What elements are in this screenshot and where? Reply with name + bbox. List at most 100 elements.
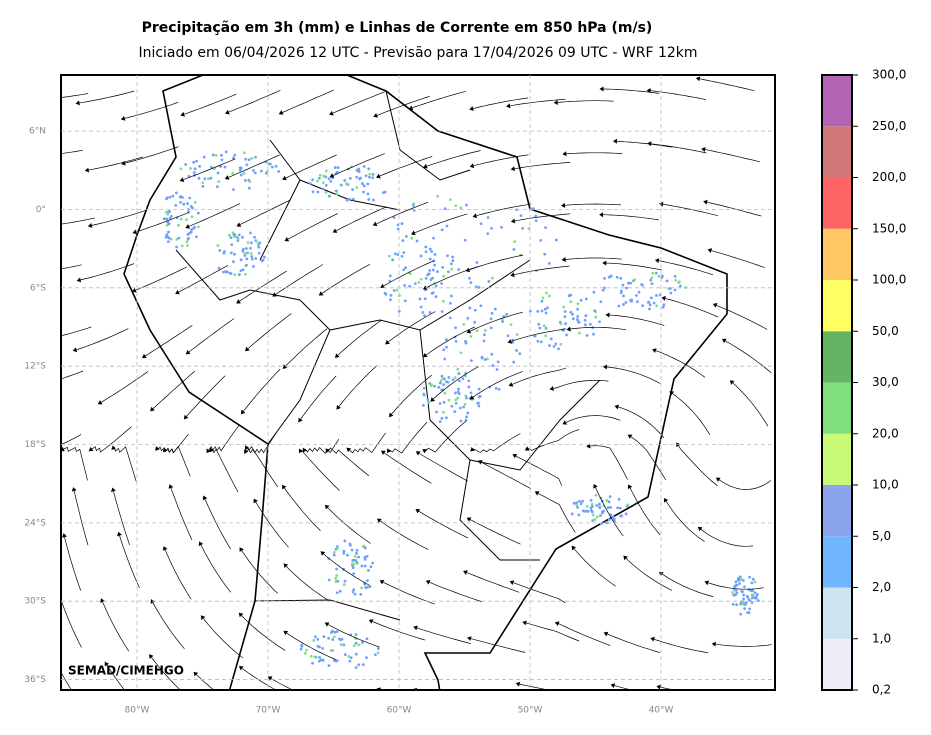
streamline-arrow	[236, 222, 242, 227]
streamline	[114, 446, 137, 482]
precip-cell	[368, 585, 372, 589]
streamline	[152, 370, 196, 409]
precip-cell	[338, 589, 342, 593]
precip-cell	[351, 590, 355, 594]
lat-tick-label: 0°	[36, 205, 46, 215]
precip-cell	[673, 288, 677, 292]
precip-cell	[619, 276, 623, 280]
streamline-arrow	[602, 260, 607, 266]
precip-cell	[239, 269, 243, 273]
precip-cell	[559, 342, 563, 346]
precip-cell	[165, 233, 169, 237]
streamline-arrow	[35, 224, 39, 229]
precip-cell	[636, 300, 639, 304]
streamline	[425, 326, 475, 356]
precip-cell	[360, 586, 364, 590]
precip-cell	[268, 162, 272, 166]
streamline-arrow	[381, 450, 386, 456]
streamline-arrow	[117, 531, 122, 537]
streamline	[650, 90, 706, 100]
streamline	[241, 668, 277, 690]
precip-cell	[367, 167, 371, 171]
streamline-arrow	[510, 218, 516, 224]
streamline-arrow	[324, 504, 330, 510]
precip-cell	[348, 176, 352, 180]
streamline	[73, 490, 89, 546]
precip-cell	[419, 277, 423, 281]
precip-cell	[241, 268, 245, 272]
precip-cell	[617, 497, 621, 501]
streamline	[211, 448, 239, 493]
precip-cell	[512, 248, 516, 251]
streamline	[391, 374, 432, 415]
streamline-arrow	[567, 692, 572, 697]
streamline	[476, 203, 532, 217]
precip-cell	[328, 194, 331, 198]
streamline	[379, 520, 429, 550]
precip-cell	[626, 281, 630, 285]
precip-cell	[629, 281, 632, 285]
colorbar-band	[822, 177, 852, 229]
precip-cell	[331, 629, 335, 633]
streamline-arrow	[52, 655, 56, 660]
lat-tick-label: 12°S	[24, 362, 46, 372]
streamline-arrow	[510, 166, 516, 172]
streamline-arrow	[320, 551, 326, 556]
precip-cell	[594, 493, 598, 497]
precip-cell	[168, 216, 172, 220]
precip-cell	[432, 236, 435, 240]
streamline-arrow	[386, 448, 392, 454]
precip-cell	[548, 294, 551, 298]
streamline-arrow	[104, 661, 110, 667]
precip-cell	[342, 551, 346, 555]
precip-cell	[652, 301, 656, 305]
streamline-arrow	[425, 580, 431, 585]
streamline-arrow	[463, 570, 468, 575]
precip-cell	[192, 226, 195, 230]
precip-cell	[599, 300, 603, 304]
precip-cell	[334, 576, 338, 580]
precip-cell	[578, 499, 581, 503]
streamline	[469, 254, 524, 271]
streamline-arrow	[415, 451, 421, 456]
streamline	[61, 217, 95, 225]
precip-cell	[479, 304, 483, 308]
precip-cell	[190, 215, 194, 219]
precip-cell	[367, 568, 370, 572]
precip-cell	[448, 301, 452, 305]
streamline	[102, 601, 130, 652]
precip-cell	[167, 230, 170, 234]
streamline	[124, 101, 179, 119]
precip-cell	[334, 189, 338, 193]
precip-cell	[433, 384, 436, 388]
precip-cell	[214, 153, 218, 157]
precip-cell	[253, 235, 256, 239]
precip-cell	[453, 376, 457, 379]
streamline-arrow	[562, 420, 568, 425]
precip-cell	[648, 307, 651, 311]
colorbar-label: 50,0	[872, 324, 899, 338]
precip-cell	[209, 176, 213, 180]
precip-cell	[392, 216, 396, 220]
precip-cell	[743, 607, 747, 611]
streamline-arrow	[466, 517, 472, 522]
precip-cell	[436, 194, 440, 198]
precip-cell	[237, 273, 241, 276]
precip-cell	[357, 643, 361, 647]
streamline	[333, 153, 385, 176]
streamline-arrow	[238, 612, 244, 618]
streamline	[338, 365, 378, 407]
streamline	[571, 695, 625, 709]
streamline-arrow	[200, 615, 206, 621]
streamline-arrow	[469, 163, 475, 169]
streamline-arrow	[721, 338, 727, 344]
streamline-arrow	[707, 248, 713, 253]
precip-cell	[355, 561, 359, 564]
streamline-arrow	[512, 453, 518, 459]
precip-cell	[216, 244, 220, 247]
streamline-arrow	[62, 533, 67, 538]
precip-cell	[494, 387, 498, 390]
streamline	[275, 264, 324, 295]
precip-cell	[352, 562, 356, 566]
precip-cell	[350, 548, 354, 552]
